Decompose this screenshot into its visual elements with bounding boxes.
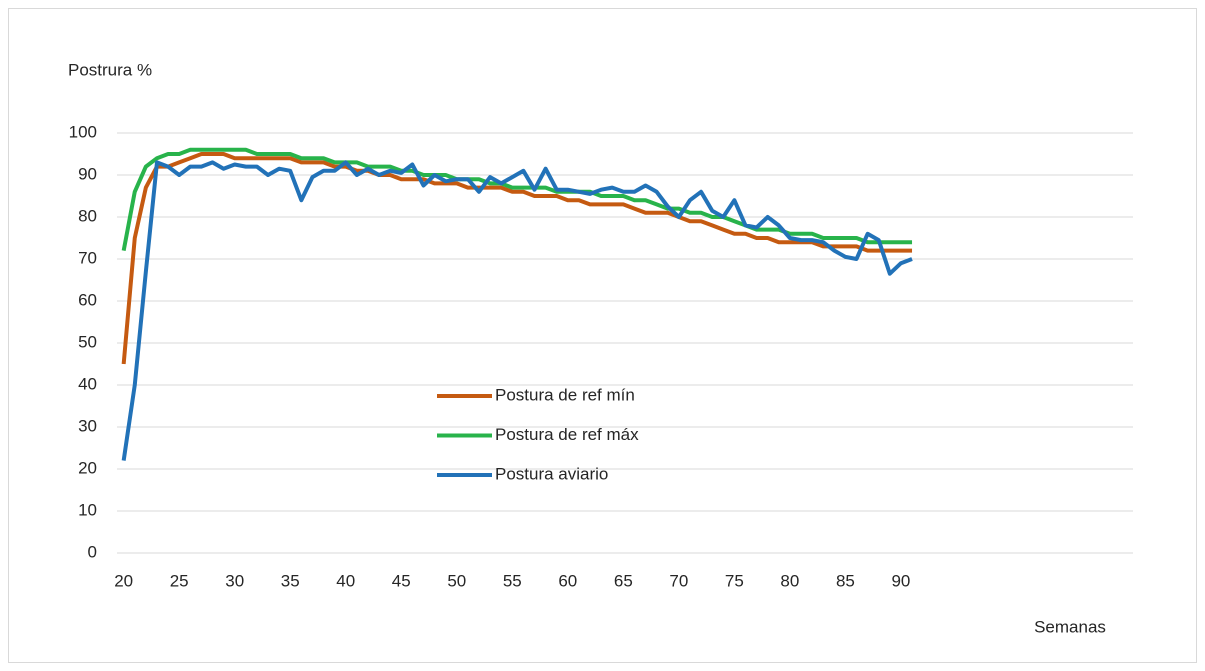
y-tick-label: 70 — [78, 248, 97, 267]
y-tick-label: 20 — [78, 458, 97, 477]
series-line — [121, 152, 913, 365]
x-tick-label: 65 — [614, 571, 633, 590]
y-tick-label: 60 — [78, 290, 97, 309]
y-tick-label: 50 — [78, 332, 97, 351]
chart-frame — [8, 8, 1197, 663]
legend-label: Postura aviario — [495, 464, 608, 483]
y-axis-label: Postrura % — [68, 60, 152, 79]
x-tick-label: 55 — [503, 571, 522, 590]
y-tick-label: 0 — [88, 542, 97, 561]
legend-label: Postura de ref máx — [495, 425, 639, 444]
x-tick-label: 35 — [281, 571, 300, 590]
y-tick-label: 80 — [78, 206, 97, 225]
x-tick-label: 90 — [891, 571, 910, 590]
y-tick-label: 10 — [78, 500, 97, 519]
x-tick-label: 30 — [225, 571, 244, 590]
x-tick-label: 75 — [725, 571, 744, 590]
y-tick-label: 40 — [78, 374, 97, 393]
x-tick-label: 60 — [558, 571, 577, 590]
x-tick-label: 85 — [836, 571, 855, 590]
y-tick-label: 100 — [69, 122, 97, 141]
x-tick-label: 40 — [336, 571, 355, 590]
x-tick-label: 25 — [170, 571, 189, 590]
x-tick-label: 70 — [669, 571, 688, 590]
x-axis-label: Semanas — [1034, 617, 1106, 636]
y-tick-label: 30 — [78, 416, 97, 435]
series-line — [121, 160, 913, 461]
x-tick-label: 50 — [447, 571, 466, 590]
x-tick-label: 80 — [780, 571, 799, 590]
y-tick-label: 90 — [78, 164, 97, 183]
legend-label: Postura de ref mín — [495, 385, 635, 404]
x-tick-label: 20 — [114, 571, 133, 590]
x-tick-label: 45 — [392, 571, 411, 590]
